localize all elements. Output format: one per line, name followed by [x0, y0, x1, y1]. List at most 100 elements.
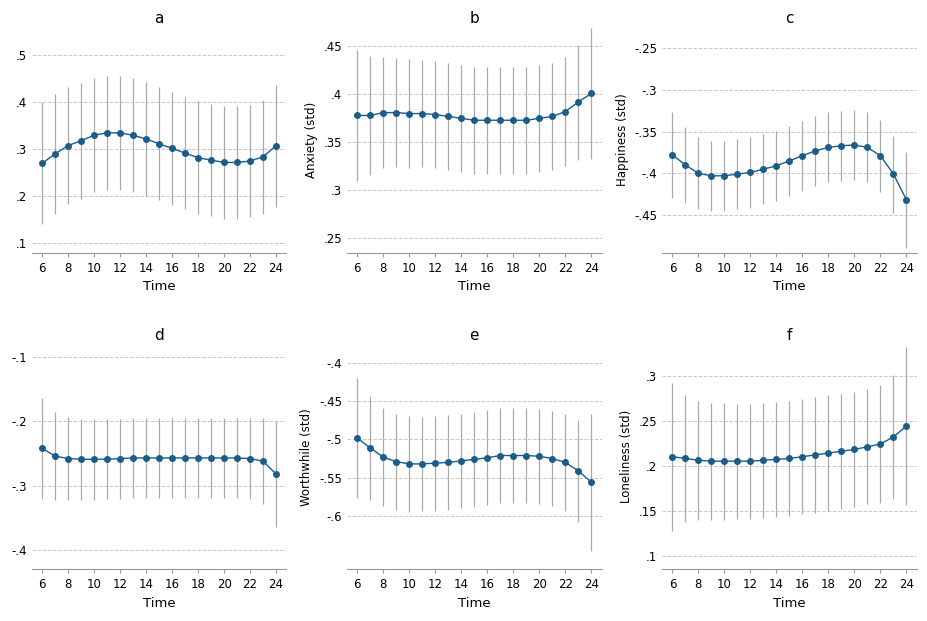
Point — [255, 152, 270, 162]
Point — [833, 446, 848, 456]
X-axis label: Time: Time — [457, 280, 490, 293]
Point — [743, 168, 757, 178]
Point — [570, 97, 585, 107]
Point — [781, 156, 796, 166]
Y-axis label: Worthwhile (std): Worthwhile (std) — [300, 408, 313, 505]
Point — [544, 453, 559, 463]
Point — [898, 421, 913, 431]
Point — [440, 111, 455, 121]
Point — [518, 451, 533, 461]
Point — [99, 128, 114, 138]
Title: e: e — [469, 328, 478, 343]
Point — [388, 456, 403, 466]
Point — [665, 150, 679, 160]
Point — [756, 164, 770, 174]
Point — [255, 456, 270, 466]
Title: d: d — [154, 328, 164, 343]
Point — [269, 140, 284, 150]
Point — [427, 109, 442, 119]
Point — [492, 451, 507, 461]
Point — [557, 107, 572, 117]
Point — [86, 455, 101, 465]
Point — [807, 146, 822, 156]
Point — [138, 134, 153, 144]
Point — [401, 459, 416, 469]
X-axis label: Time: Time — [457, 597, 490, 610]
Point — [269, 469, 284, 479]
Point — [414, 109, 429, 119]
Point — [768, 161, 783, 171]
Point — [505, 451, 520, 461]
Point — [164, 453, 179, 463]
Point — [898, 195, 913, 205]
Point — [414, 459, 429, 469]
Point — [242, 156, 257, 166]
Point — [362, 111, 377, 120]
Point — [743, 456, 757, 466]
Point — [583, 478, 598, 487]
Point — [125, 130, 140, 140]
Point — [717, 171, 731, 181]
Point — [531, 114, 546, 124]
Point — [73, 136, 88, 146]
Point — [362, 443, 377, 453]
Title: a: a — [154, 11, 163, 26]
Point — [479, 453, 494, 463]
Point — [704, 171, 718, 181]
Point — [112, 128, 127, 138]
Point — [375, 452, 390, 462]
Point — [177, 148, 192, 158]
Y-axis label: Anxiety (std): Anxiety (std) — [304, 102, 317, 178]
Point — [466, 455, 481, 465]
Point — [768, 455, 783, 465]
Point — [794, 451, 809, 461]
Point — [583, 88, 598, 98]
Point — [756, 455, 770, 465]
Point — [47, 451, 62, 461]
Point — [47, 149, 62, 159]
Y-axis label: Loneliness (std): Loneliness (std) — [619, 410, 632, 503]
Point — [678, 453, 692, 463]
Point — [125, 453, 140, 463]
Point — [112, 453, 127, 463]
Point — [859, 442, 874, 451]
Point — [665, 451, 679, 461]
Point — [427, 458, 442, 468]
Point — [349, 433, 364, 443]
Point — [678, 160, 692, 170]
Point — [349, 111, 364, 120]
Point — [453, 456, 468, 466]
Point — [203, 453, 218, 463]
Point — [216, 158, 231, 168]
Point — [216, 453, 231, 463]
Point — [466, 116, 481, 125]
Point — [730, 456, 744, 466]
Point — [820, 142, 835, 152]
Point — [531, 451, 546, 461]
Point — [86, 130, 101, 140]
Point — [846, 445, 861, 455]
Title: c: c — [784, 11, 793, 26]
Point — [229, 453, 244, 463]
X-axis label: Time: Time — [143, 280, 175, 293]
Y-axis label: Happiness (std): Happiness (std) — [615, 94, 628, 186]
Point — [492, 116, 507, 125]
Point — [846, 140, 861, 150]
Point — [505, 116, 520, 125]
Title: f: f — [786, 328, 792, 343]
Point — [99, 455, 114, 465]
Point — [401, 109, 416, 119]
Point — [820, 448, 835, 458]
Point — [872, 439, 887, 449]
Point — [557, 458, 572, 468]
Point — [704, 456, 718, 466]
Point — [885, 169, 900, 179]
Point — [781, 453, 796, 463]
X-axis label: Time: Time — [143, 597, 175, 610]
Point — [60, 140, 75, 150]
Point — [151, 138, 166, 148]
Point — [60, 453, 75, 463]
Point — [190, 453, 205, 463]
Point — [833, 141, 848, 151]
Point — [717, 456, 731, 466]
